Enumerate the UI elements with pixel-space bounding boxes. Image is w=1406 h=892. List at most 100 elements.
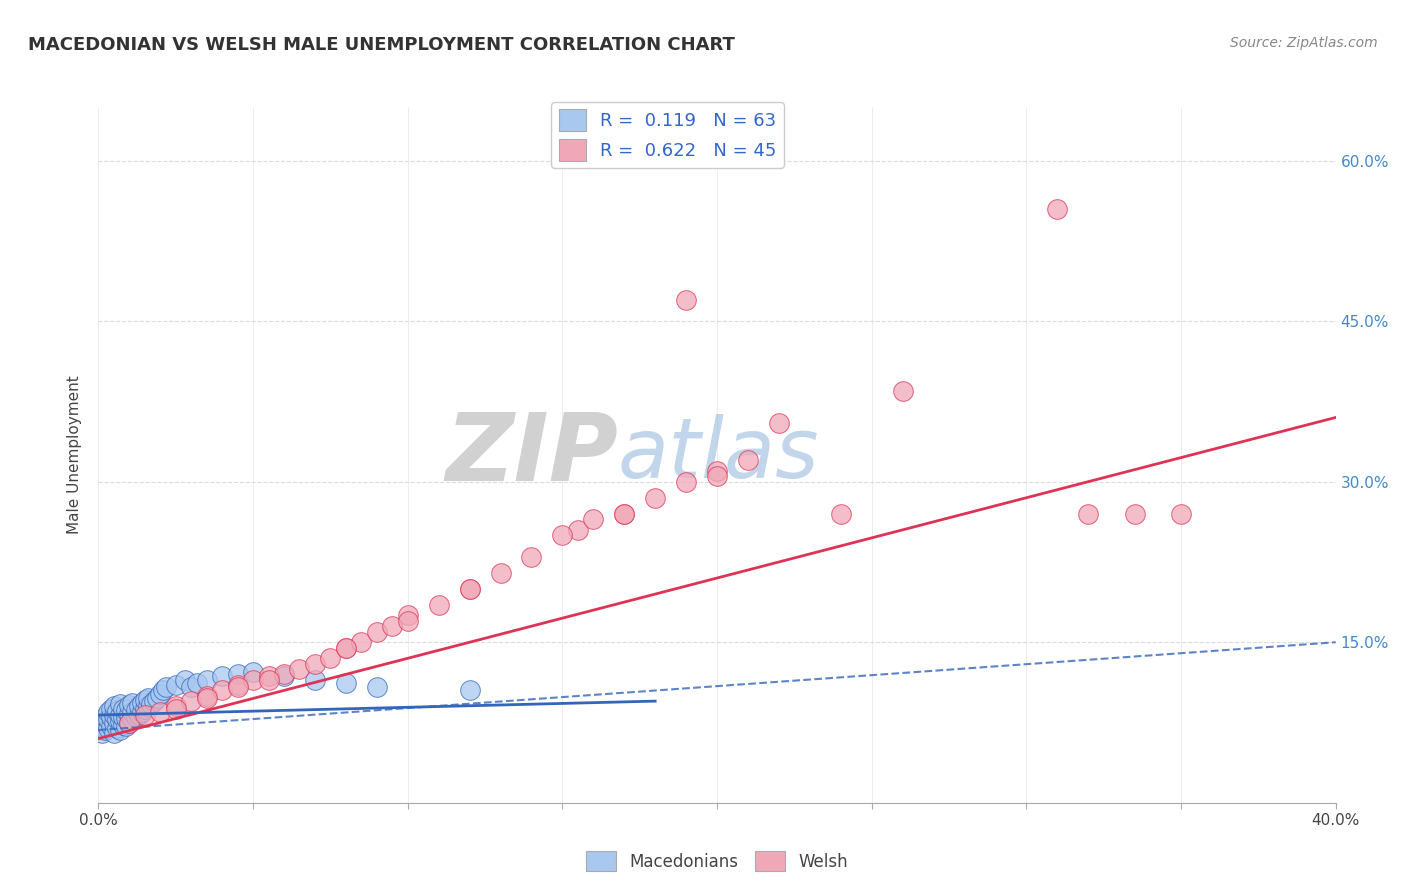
Point [226,680,249,694]
Point [195,689,218,703]
Point [257,669,280,683]
Text: Source: ZipAtlas.com: Source: ZipAtlas.com [1230,36,1378,50]
Point [520,549,543,564]
Text: ZIP: ZIP [446,409,619,501]
Point [115,703,138,717]
Point [396,614,419,628]
Point [124,703,146,717]
Point [97,712,120,726]
Point [93,715,115,730]
Point [180,694,202,708]
Text: MACEDONIAN VS WELSH MALE UNEMPLOYMENT CORRELATION CHART: MACEDONIAN VS WELSH MALE UNEMPLOYMENT CO… [28,36,735,54]
Point [273,669,295,683]
Point [100,701,122,715]
Point [93,710,115,724]
Point [211,669,233,683]
Point [675,293,697,307]
Point [100,719,122,733]
Point [195,690,218,705]
Point [103,708,125,723]
Point [381,619,404,633]
Point [304,657,326,671]
Point [121,712,143,726]
Point [458,582,481,596]
Point [128,699,150,714]
Point [118,698,141,713]
Point [100,710,122,724]
Point [226,667,249,681]
Point [226,678,249,692]
Point [242,665,264,680]
Point [1077,507,1099,521]
Point [180,680,202,694]
Point [90,719,112,733]
Point [427,598,450,612]
Point [105,721,128,735]
Point [242,673,264,687]
Point [174,673,197,687]
Point [458,582,481,596]
Point [121,705,143,719]
Point [136,699,159,714]
Point [186,676,208,690]
Point [108,714,131,729]
Point [134,708,156,723]
Point [93,723,115,737]
Point [152,683,174,698]
Text: atlas: atlas [619,415,820,495]
Point [118,715,141,730]
Point [737,453,759,467]
Point [121,696,143,710]
Point [706,464,728,478]
Point [335,640,357,655]
Point [165,699,187,714]
Point [335,640,357,655]
Point [1123,507,1146,521]
Point [1046,202,1069,216]
Point [706,469,728,483]
Point [136,690,159,705]
Point [97,721,120,735]
Point [108,723,131,737]
Point [139,698,162,712]
Point [165,678,187,692]
Point [396,608,419,623]
Point [350,635,373,649]
Point [458,683,481,698]
Point [108,708,131,723]
Point [582,512,605,526]
Point [115,711,138,725]
Point [108,698,131,712]
Legend: Macedonians, Welsh: Macedonians, Welsh [579,845,855,878]
Point [613,507,636,521]
Point [613,507,636,521]
Point [257,673,280,687]
Point [366,680,388,694]
Point [103,726,125,740]
Point [97,705,120,719]
Point [146,690,169,705]
Point [644,491,666,505]
Point [128,708,150,723]
Point [143,694,166,708]
Point [131,705,153,719]
Point [319,651,342,665]
Point [90,726,112,740]
Point [675,475,697,489]
Point [195,673,218,687]
Point [567,523,589,537]
Point [288,662,311,676]
Point [103,715,125,730]
Point [131,696,153,710]
Point [103,699,125,714]
Point [211,683,233,698]
Point [768,416,790,430]
Point [134,693,156,707]
Point [118,715,141,730]
Y-axis label: Male Unemployment: Male Unemployment [67,376,83,534]
Point [118,706,141,721]
Point [112,701,135,715]
Point [155,680,177,694]
Point [124,710,146,724]
Point [105,704,128,718]
